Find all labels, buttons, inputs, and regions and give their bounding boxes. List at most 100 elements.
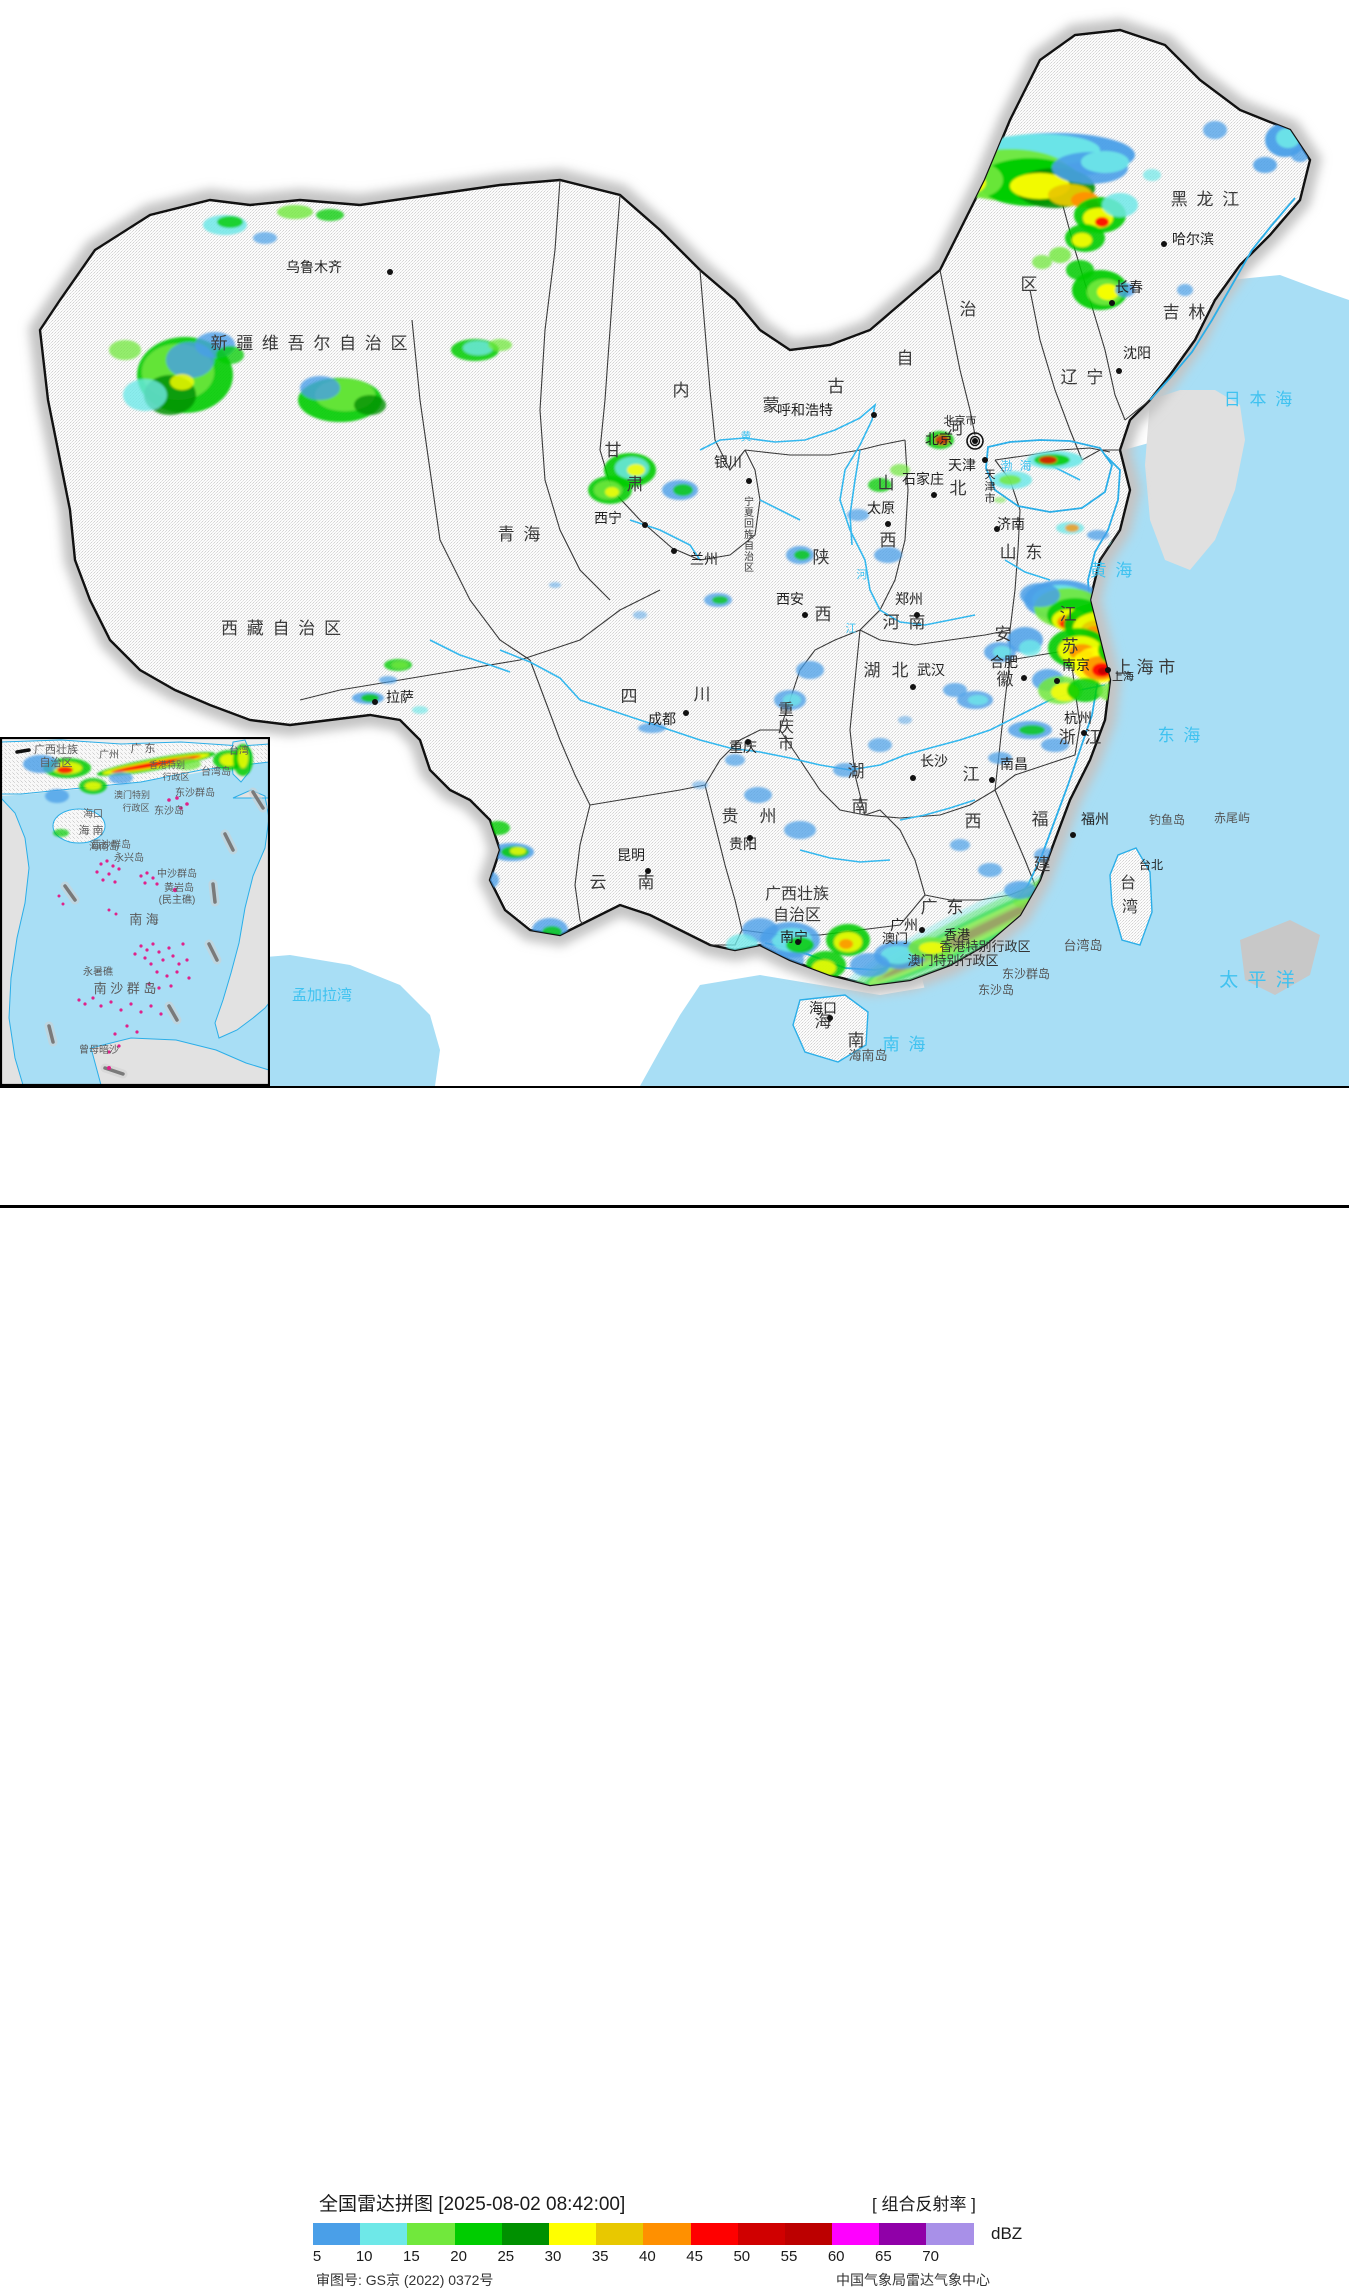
inset-label: 广西壮族 <box>34 742 78 756</box>
city-dot <box>747 835 753 841</box>
national-radar-map[interactable]: 新 疆 维 吾 尔 自 治 区西 藏 自 治 区青 海内蒙古自治区黑 龙 江吉 … <box>0 0 1349 1086</box>
inset-label: 香港特别 <box>149 759 185 770</box>
island-reef-symbols <box>57 796 191 1070</box>
inset-label: 东沙岛 <box>154 804 184 817</box>
city-label: 西宁 <box>594 510 622 526</box>
south-china-sea-inset[interactable]: 广西壮族 自治区 广州广 东台湾 台湾岛 香港特别 行政区 澳门特别 行政区 海口海 南海南岛东… <box>0 737 270 1086</box>
city-dot <box>645 868 651 874</box>
island-label: 海南岛 <box>848 1048 887 1063</box>
svg-text:回: 回 <box>744 518 754 530</box>
inset-label: 广 东 <box>130 742 155 755</box>
svg-text:庆: 庆 <box>778 718 794 736</box>
city-dot <box>387 269 393 275</box>
inset-label: 广州 <box>99 749 119 761</box>
colorbar-tick-30: 30 <box>544 2248 562 2265</box>
colorbar-tick-65: 65 <box>875 2248 892 2265</box>
radar-echo-layer <box>109 121 1309 985</box>
province-label-yunnan: 云 <box>590 873 607 892</box>
province-label-hubei: 湖 <box>864 661 881 680</box>
province-label-shaanxi2: 西 <box>815 605 832 624</box>
svg-text:自: 自 <box>744 539 754 552</box>
city-label: 广州 <box>890 917 918 933</box>
province-label-jiangsu2: 苏 <box>1062 637 1079 656</box>
province-label-neimenggu2: 蒙 <box>763 396 780 415</box>
province-label-gansu: 甘 <box>605 441 622 460</box>
sea-label: 南 海 <box>883 1035 928 1054</box>
colorbar-unit-label: dBZ <box>991 2224 1023 2243</box>
city-label: 长春 <box>1115 279 1143 295</box>
sea-label: 日 本 海 <box>1224 390 1294 409</box>
sea-label: 太 平 洋 <box>1219 969 1297 991</box>
city-dot <box>1081 730 1087 736</box>
city-dot <box>1054 678 1060 684</box>
city-label: 长沙 <box>920 753 948 769</box>
city-label: 郑州 <box>895 591 923 607</box>
city-dot <box>683 710 689 716</box>
province-label-liaoning: 辽 宁 <box>1061 368 1106 387</box>
echo-north-central <box>786 431 954 564</box>
echo-southwest-scatter <box>638 661 892 839</box>
province-label-hainan2: 南 <box>848 1031 865 1050</box>
colorbar-tick-10: 10 <box>355 2248 373 2265</box>
province-label-henan: 河 南 <box>883 613 928 632</box>
city-dot <box>1105 667 1111 673</box>
colorbar-swatch-25 <box>501 2223 549 2245</box>
city-label: 银川 <box>714 454 742 470</box>
echo-xinjiang-north <box>203 205 344 244</box>
province-label-neimenggu5: 治 <box>960 300 977 319</box>
city-label: 哈尔滨 <box>1172 231 1214 247</box>
colorbar-tick-60: 60 <box>827 2248 845 2265</box>
city-dot <box>989 777 995 783</box>
city-label: 西安 <box>776 591 804 607</box>
city-label: 南京 <box>1062 657 1090 673</box>
province-label-fujian: 福 <box>1032 810 1049 829</box>
inset-label: 中沙群岛 <box>157 867 197 880</box>
city-label: 北京市 <box>944 413 977 427</box>
city-dot <box>1161 241 1167 247</box>
colorbar-swatch-15 <box>407 2223 455 2245</box>
dbz-colorbar[interactable] <box>313 2223 974 2245</box>
sea-label: 黄 海 <box>1090 561 1135 580</box>
city-label: 天津 <box>948 457 976 473</box>
inset-label: 西沙群岛 <box>91 838 131 851</box>
province-label-fujian2: 建 <box>1034 855 1051 874</box>
svg-text:重: 重 <box>778 701 794 719</box>
province-label-sichuan: 四 <box>621 687 638 706</box>
city-label: 海口 <box>809 1000 837 1016</box>
colorbar-tick-50: 50 <box>733 2248 751 2265</box>
colorbar-swatch-60 <box>832 2223 880 2245</box>
city-dot <box>910 775 916 781</box>
source-organization: 中国气象局雷达气象中心 <box>836 2272 990 2288</box>
province-label-hebei: 河 <box>947 419 964 438</box>
svg-text:宁: 宁 <box>744 495 754 508</box>
colorbar-tick-45: 45 <box>686 2248 703 2265</box>
echo-anhui-hubei <box>943 642 1069 764</box>
city-dot <box>1021 675 1027 681</box>
city-dot <box>1070 832 1076 838</box>
echo-gansu <box>588 453 732 607</box>
city-label: 香港 <box>944 927 970 942</box>
svg-text:区: 区 <box>744 562 754 574</box>
svg-text:市: 市 <box>985 491 996 505</box>
province-label-jilin: 吉 林 <box>1163 303 1208 322</box>
province-label-xizang: 西 藏 自 治 区 <box>221 619 343 638</box>
province-label-qinghai: 青 海 <box>498 525 543 544</box>
inset-label: 东沙群岛 <box>175 786 215 799</box>
island-label: 赤尾屿 <box>1214 811 1250 825</box>
province-label-hunan: 湖 <box>848 762 865 781</box>
city-labels: 乌鲁木齐拉萨西宁兰州银川呼和浩特北京北京市天津天津市石家庄太原济南郑州西安成都重… <box>286 231 1214 1021</box>
inset-label: 行政区 <box>122 802 149 813</box>
city-label: 昆明 <box>617 847 645 863</box>
colorbar-swatch-50 <box>737 2223 785 2245</box>
city-label: 重庆 <box>729 739 757 755</box>
inset-label: 南 沙 群 岛 <box>94 981 157 996</box>
city-dot <box>642 522 648 528</box>
colorbar-tick-20: 20 <box>450 2248 467 2265</box>
city-dot <box>827 1015 833 1021</box>
city-label: 石家庄 <box>902 471 944 487</box>
province-label-heilongjiang: 黑 龙 江 <box>1171 190 1241 209</box>
